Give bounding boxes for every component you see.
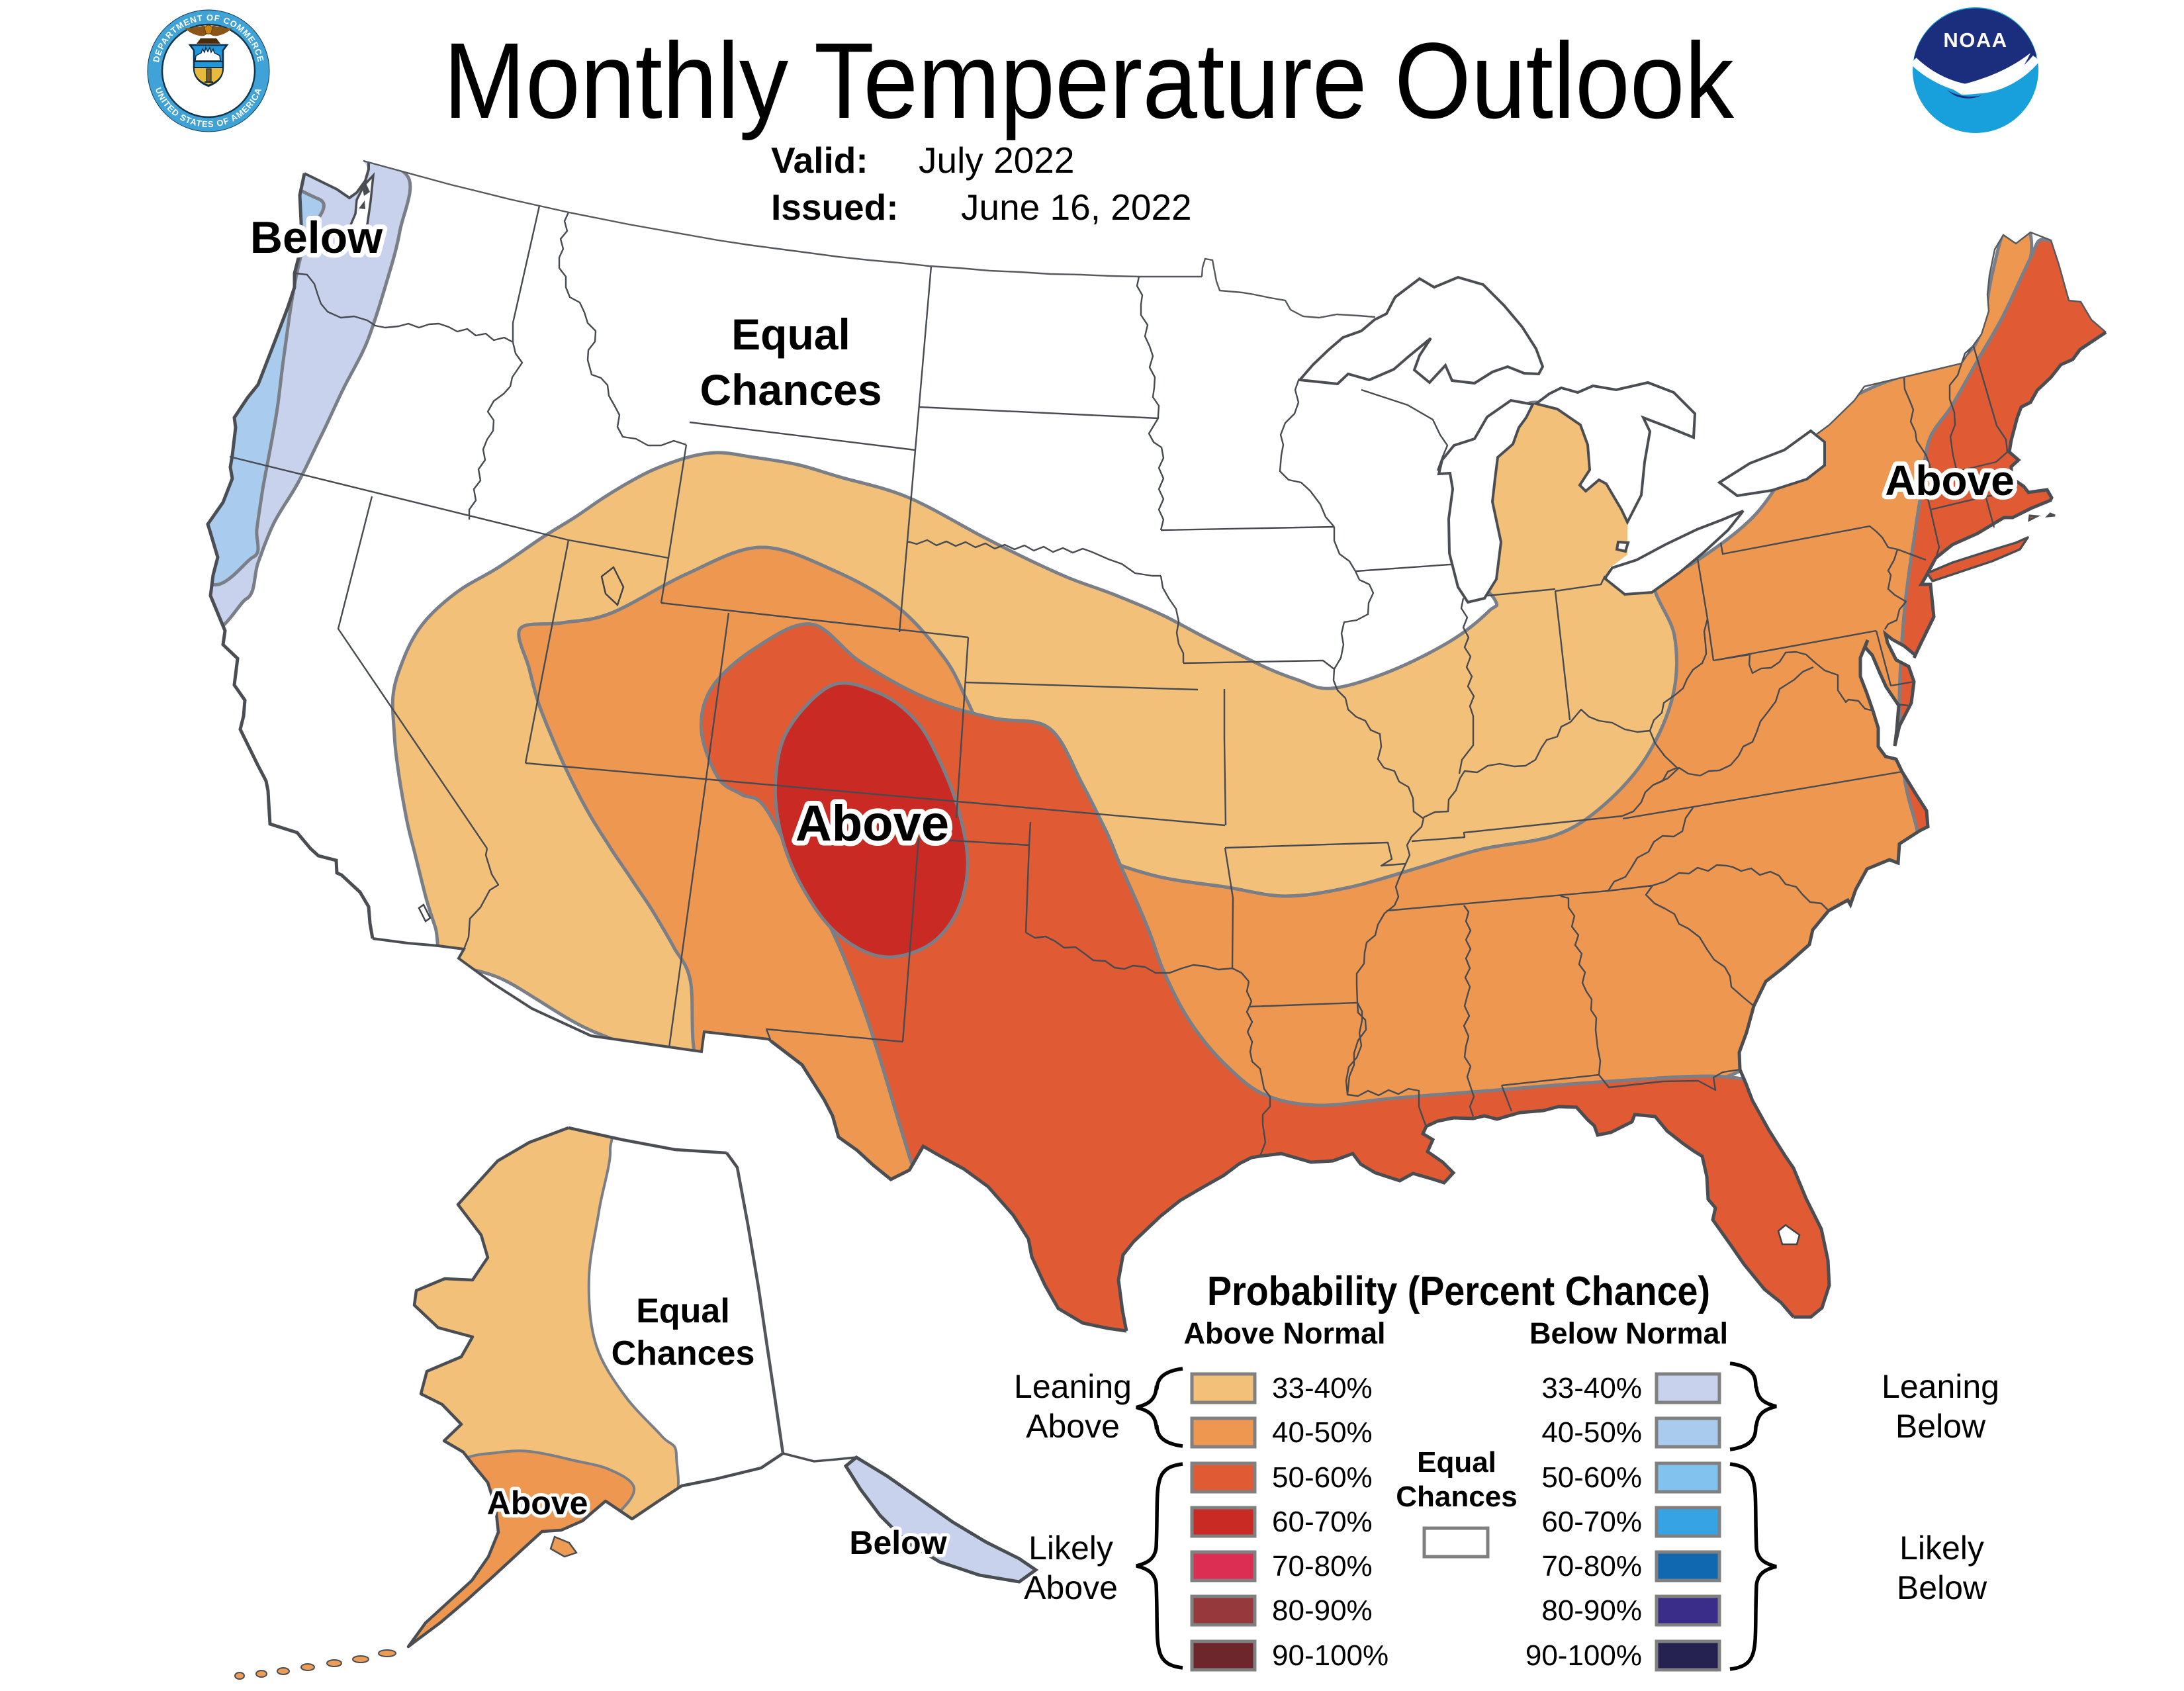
svg-text:Above: Above (1026, 1408, 1120, 1445)
svg-text:Below: Below (250, 212, 383, 263)
svg-text:Chances: Chances (612, 1334, 755, 1373)
svg-text:Equal: Equal (731, 310, 850, 359)
svg-text:70-80%: 70-80% (1541, 1550, 1642, 1582)
svg-text:80-90%: 80-90% (1272, 1594, 1373, 1627)
svg-text:Equal: Equal (1417, 1446, 1496, 1479)
svg-text:90-100%: 90-100% (1272, 1639, 1388, 1672)
svg-text:70-80%: 70-80% (1272, 1550, 1373, 1582)
svg-text:Above: Above (487, 1485, 588, 1522)
svg-text:Issued:: Issued: (771, 187, 899, 228)
svg-text:Below: Below (1895, 1408, 1986, 1445)
svg-text:60-70%: 60-70% (1272, 1506, 1373, 1538)
svg-text:Above Normal: Above Normal (1183, 1316, 1385, 1350)
svg-text:July 2022: July 2022 (919, 140, 1074, 181)
svg-text:Likely: Likely (1028, 1530, 1113, 1567)
svg-text:Leaning: Leaning (1014, 1368, 1132, 1405)
svg-text:50-60%: 50-60% (1272, 1461, 1373, 1494)
svg-text:Valid:: Valid: (771, 140, 868, 181)
svg-text:50-60%: 50-60% (1541, 1461, 1642, 1494)
svg-text:Above: Above (1024, 1569, 1118, 1606)
svg-text:Equal: Equal (636, 1292, 730, 1330)
svg-text:Probability (Percent Chance): Probability (Percent Chance) (1207, 1269, 1710, 1314)
svg-text:Leaning: Leaning (1882, 1368, 1999, 1405)
svg-text:60-70%: 60-70% (1541, 1506, 1642, 1538)
svg-text:Below: Below (1897, 1569, 1987, 1606)
svg-text:33-40%: 33-40% (1272, 1372, 1373, 1404)
svg-text:33-40%: 33-40% (1541, 1372, 1642, 1404)
svg-text:Chances: Chances (1396, 1481, 1517, 1513)
svg-text:80-90%: 80-90% (1541, 1594, 1642, 1627)
svg-text:Likely: Likely (1899, 1530, 1984, 1567)
svg-text:Below Normal: Below Normal (1529, 1316, 1728, 1350)
svg-text:40-50%: 40-50% (1541, 1416, 1642, 1449)
svg-text:Above: Above (1885, 457, 2015, 504)
svg-text:June 16, 2022: June 16, 2022 (961, 187, 1192, 228)
svg-text:90-100%: 90-100% (1525, 1639, 1642, 1672)
svg-text:Monthly Temperature Outlook: Monthly Temperature Outlook (443, 20, 1734, 141)
svg-text:40-50%: 40-50% (1272, 1416, 1373, 1449)
svg-text:Above: Above (796, 796, 949, 852)
svg-text:Chances: Chances (700, 365, 882, 414)
svg-text:NOAA: NOAA (1943, 28, 2007, 52)
svg-text:Below: Below (849, 1524, 946, 1561)
